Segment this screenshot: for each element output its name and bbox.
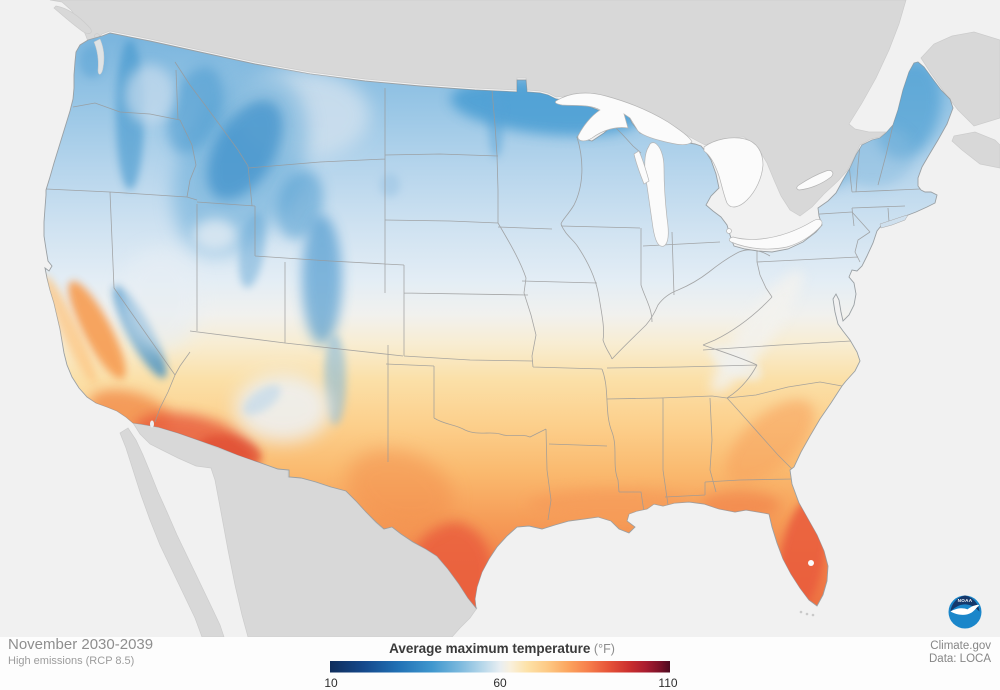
nova-scotia	[951, 131, 1000, 169]
vancouver-island	[53, 5, 92, 34]
lake-huron	[703, 137, 764, 208]
lake-st-clair	[726, 228, 732, 234]
legend-title: Average maximum temperature (°F)	[389, 641, 615, 656]
lake-erie	[728, 219, 823, 250]
long-island	[879, 214, 909, 229]
colorbar	[330, 661, 670, 673]
lake-michigan	[644, 142, 669, 247]
salton-sea	[150, 420, 154, 428]
lake-ontario	[796, 170, 834, 191]
colorbar-tick-min: 10	[324, 676, 338, 690]
noaa-logo-label: NOAA	[958, 598, 973, 603]
colorbar-tick-mid: 60	[493, 676, 507, 690]
great-lakes	[555, 92, 834, 566]
noaa-logo-dark-kite	[950, 595, 980, 612]
noaa-logo: NOAA	[948, 595, 982, 629]
legend-unit-text: (°F)	[590, 642, 614, 656]
lake-okeechobee	[808, 560, 814, 566]
colorbar-tick-max: 110	[658, 676, 677, 690]
canada-landmass	[49, 0, 1000, 217]
green-bay	[633, 150, 650, 185]
legend-title-text: Average maximum temperature	[389, 641, 591, 656]
period-label: November 2030-2039	[8, 636, 153, 653]
maritimes-landmass	[920, 31, 1000, 127]
florida-keys	[799, 610, 815, 617]
noaa-logo-gull	[950, 604, 980, 615]
state-borders	[45, 61, 921, 521]
lake-superior	[555, 92, 693, 146]
scenario-label: High emissions (RCP 8.5)	[8, 655, 134, 667]
puget-sound	[93, 38, 105, 75]
credit-data: Data: LOCA	[929, 653, 991, 665]
credit-source: Climate.gov	[930, 640, 991, 652]
